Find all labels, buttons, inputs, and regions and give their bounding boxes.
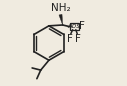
FancyBboxPatch shape <box>70 23 79 30</box>
Text: F: F <box>67 34 73 44</box>
Polygon shape <box>59 14 63 25</box>
Text: F: F <box>79 21 85 31</box>
Text: NH₂: NH₂ <box>51 3 70 13</box>
Text: Abs: Abs <box>68 23 81 29</box>
Text: F: F <box>75 34 81 44</box>
